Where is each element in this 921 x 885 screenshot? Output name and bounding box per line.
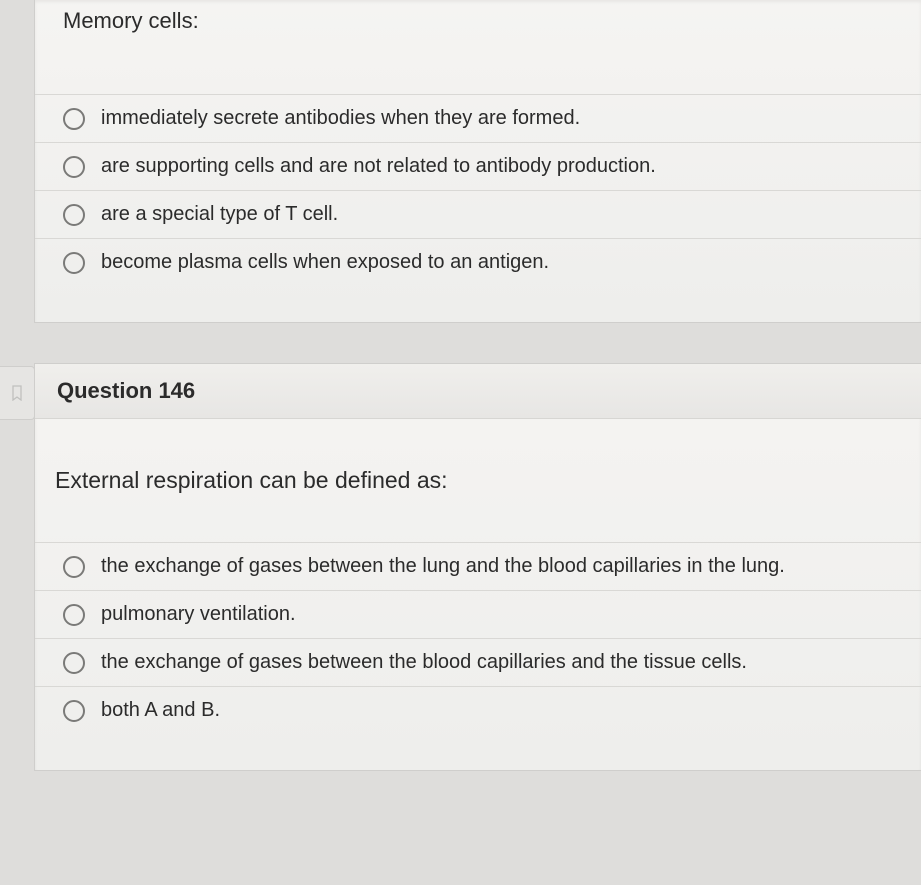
option-label: become plasma cells when exposed to an a… <box>101 251 899 274</box>
answer-option[interactable]: pulmonary ventilation. <box>35 590 921 638</box>
radio-icon[interactable] <box>63 156 85 178</box>
radio-icon[interactable] <box>63 204 85 226</box>
question-card: Question 146 External respiration can be… <box>34 363 921 771</box>
answer-option[interactable]: immediately secrete antibodies when they… <box>35 95 921 142</box>
question-prompt: Memory cells: <box>35 0 921 95</box>
radio-icon[interactable] <box>63 252 85 274</box>
answer-option[interactable]: the exchange of gases between the blood … <box>35 638 921 686</box>
bookmark-icon <box>9 385 25 401</box>
question-prompt: External respiration can be defined as: <box>35 419 921 543</box>
option-label: the exchange of gases between the blood … <box>101 651 899 674</box>
question-wrapper: Question 146 External respiration can be… <box>0 363 921 771</box>
radio-icon[interactable] <box>63 556 85 578</box>
answer-option[interactable]: both A and B. <box>35 686 921 734</box>
question-card: Memory cells: immediately secrete antibo… <box>34 0 921 323</box>
answer-option[interactable]: are supporting cells and are not related… <box>35 142 921 190</box>
quiz-page: Memory cells: immediately secrete antibo… <box>0 0 921 771</box>
option-label: the exchange of gases between the lung a… <box>101 555 899 578</box>
question-nav-handle[interactable] <box>0 366 35 420</box>
options-block: immediately secrete antibodies when they… <box>35 95 921 322</box>
option-label: immediately secrete antibodies when they… <box>101 107 899 130</box>
option-label: pulmonary ventilation. <box>101 603 899 626</box>
radio-icon[interactable] <box>63 604 85 626</box>
radio-icon[interactable] <box>63 700 85 722</box>
option-label: both A and B. <box>101 699 899 722</box>
answer-option[interactable]: become plasma cells when exposed to an a… <box>35 238 921 286</box>
answer-option[interactable]: the exchange of gases between the lung a… <box>35 543 921 590</box>
options-block: the exchange of gases between the lung a… <box>35 543 921 770</box>
radio-icon[interactable] <box>63 108 85 130</box>
question-number: Question 146 <box>35 364 921 419</box>
answer-option[interactable]: are a special type of T cell. <box>35 190 921 238</box>
option-label: are a special type of T cell. <box>101 203 899 226</box>
option-label: are supporting cells and are not related… <box>101 155 899 178</box>
radio-icon[interactable] <box>63 652 85 674</box>
